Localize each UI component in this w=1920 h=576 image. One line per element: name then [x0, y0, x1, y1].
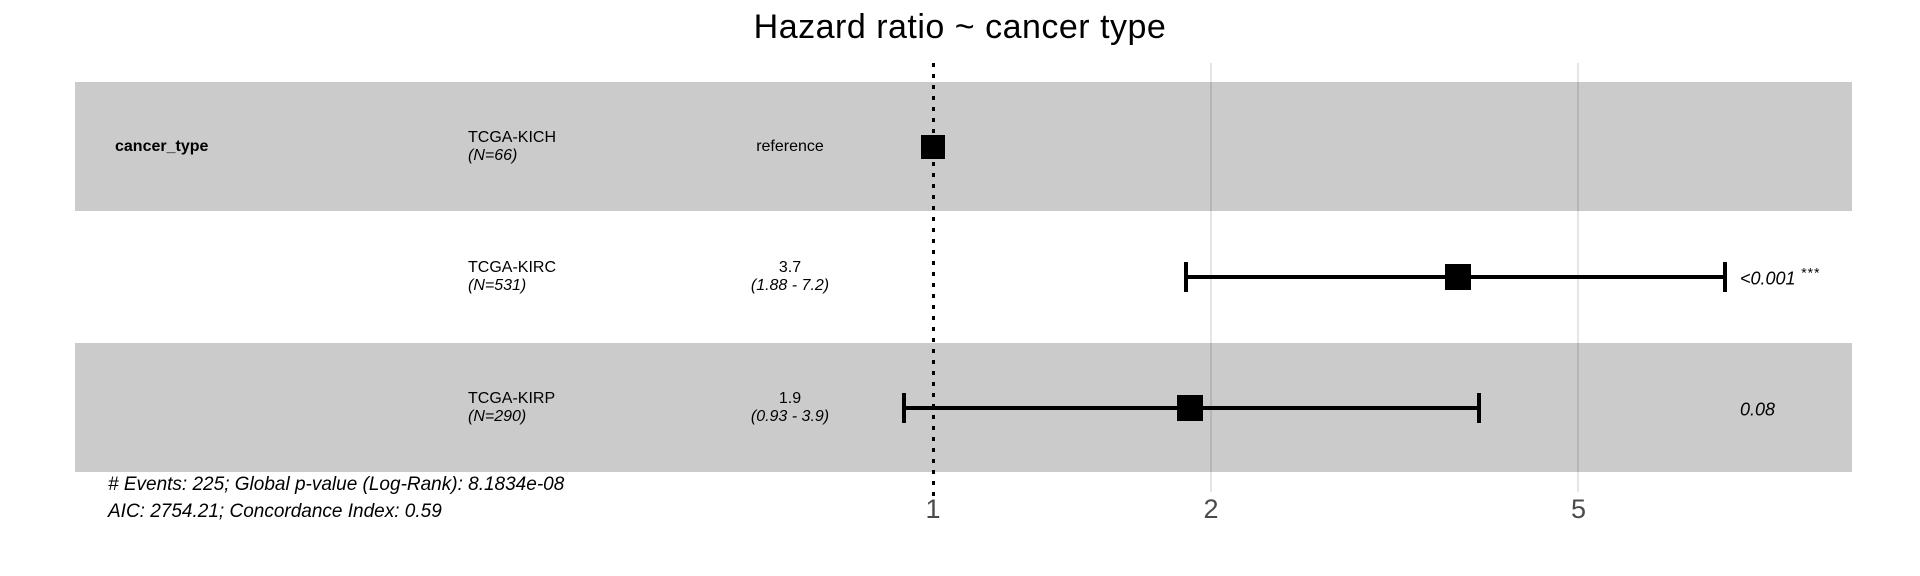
- ci-cap-right: [1476, 392, 1481, 423]
- row-pvalue: <0.001 ***: [1740, 265, 1820, 290]
- row-shaded-band: [75, 82, 1852, 211]
- level-n: (N=66): [468, 146, 518, 164]
- footer-aic-concordance: AIC: 2754.21; Concordance Index: 0.59: [108, 501, 442, 522]
- axis-tick-label: 2: [1203, 494, 1219, 524]
- ci-cap-left: [1184, 262, 1189, 292]
- footer-events-pvalue: # Events: 225; Global p-value (Log-Rank)…: [108, 474, 565, 495]
- estimate-ci: (0.93 - 3.9): [750, 407, 830, 425]
- table-row: TCGA-KIRC (N=531) 3.7 (1.88 - 7.2) <0.00…: [0, 212, 1920, 342]
- row-estimate: reference: [640, 138, 940, 156]
- hazard-ratio-square: [1444, 264, 1471, 290]
- level-n: (N=290): [468, 407, 527, 425]
- term-label: cancer_type: [115, 137, 209, 155]
- significance-stars: ***: [1800, 264, 1820, 281]
- axis-tick-label: 1: [925, 494, 941, 524]
- pvalue-text: <0.001: [1740, 268, 1796, 289]
- estimate-ci: (1.88 - 7.2): [750, 277, 830, 294]
- level-name: TCGA-KIRP: [468, 389, 556, 407]
- estimate-value: reference: [756, 137, 824, 155]
- row-estimate: 3.7 (1.88 - 7.2): [640, 259, 940, 295]
- row-pvalue: [1740, 134, 1745, 159]
- estimate-value: 3.7: [778, 259, 802, 276]
- row-pvalue: 0.08: [1740, 395, 1780, 420]
- level-n: (N=531): [468, 277, 527, 294]
- level-name: TCGA-KIRC: [468, 259, 556, 276]
- hazard-ratio-square: [1177, 394, 1204, 421]
- row-level-label: TCGA-KICH (N=66): [468, 129, 556, 165]
- table-row: TCGA-KIRP (N=290) 1.9 (0.93 - 3.9) 0.08: [0, 343, 1920, 473]
- row-level-label: TCGA-KIRP (N=290): [468, 390, 555, 426]
- hazard-ratio-square: [921, 134, 945, 159]
- ci-cap-left: [901, 392, 906, 423]
- row-level-label: TCGA-KIRC (N=531): [468, 259, 556, 295]
- reference-dotted-line: [931, 63, 935, 497]
- pvalue-text: 0.08: [1740, 399, 1776, 419]
- estimate-value: 1.9: [778, 389, 802, 407]
- ci-cap-right: [1722, 262, 1727, 292]
- chart-title: Hazard ratio ~ cancer type: [753, 8, 1167, 46]
- table-row: TCGA-KICH (N=66) reference: [0, 82, 1920, 212]
- row-estimate: 1.9 (0.93 - 3.9): [640, 390, 940, 426]
- level-name: TCGA-KICH: [468, 128, 556, 146]
- axis-tick-label: 5: [1570, 494, 1586, 524]
